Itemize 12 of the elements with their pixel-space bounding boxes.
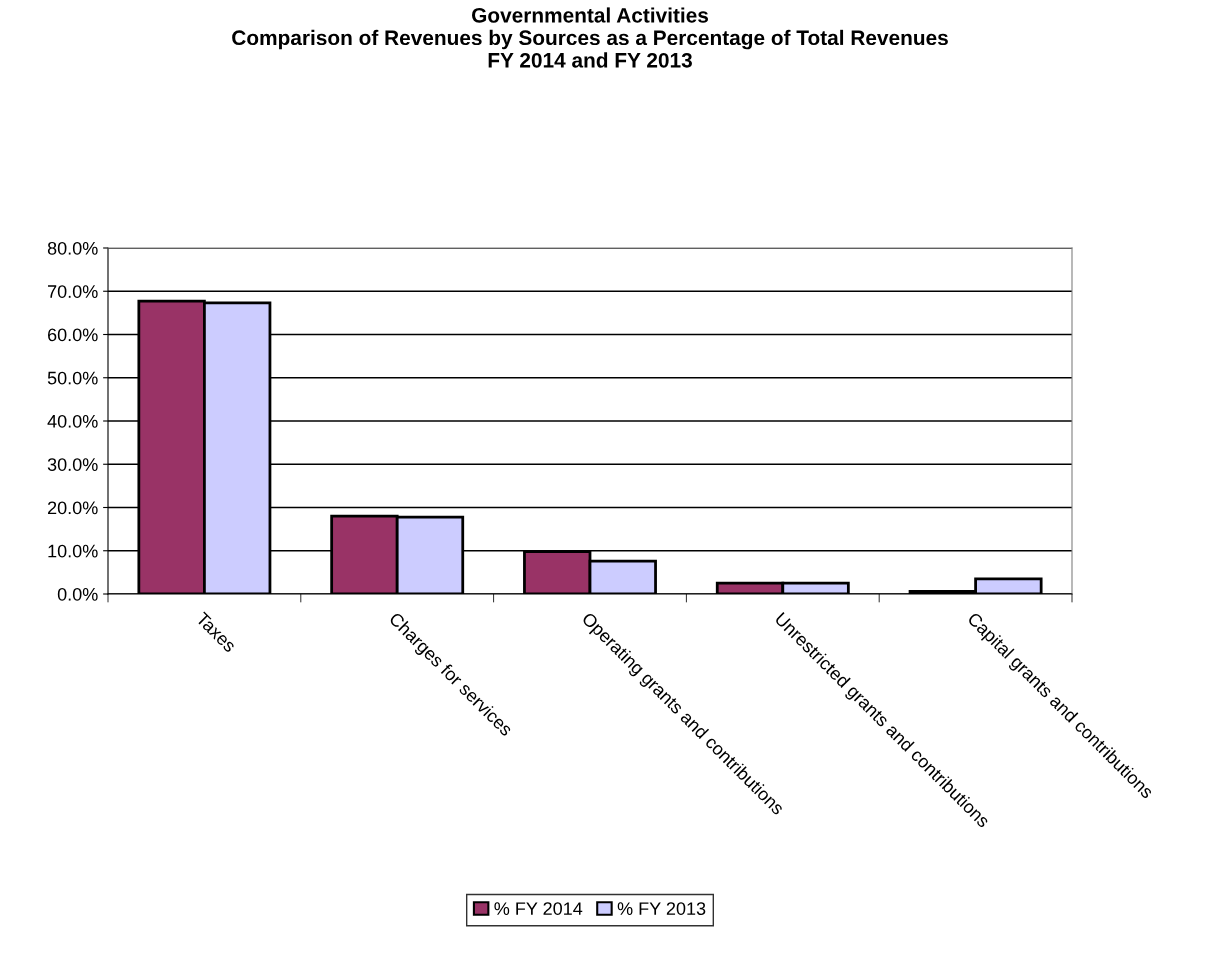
y-tick-label: 30.0%: [47, 458, 98, 471]
legend-label: % FY 2014: [494, 902, 583, 915]
y-tick-label: 0.0%: [57, 587, 98, 601]
y-tick-label: 20.0%: [47, 501, 98, 515]
y-tick-label: 40.0%: [47, 414, 98, 428]
y-tick-label: 80.0%: [47, 241, 98, 255]
y-tick-label: 50.0%: [47, 371, 98, 385]
y-tick-label: 10.0%: [48, 544, 98, 558]
y-tick-label: 70.0%: [48, 285, 98, 298]
legend-label: % FY 2013: [617, 902, 706, 915]
chart-title: Governmental Activities Comparison of Revenues by Sources as a Percentage of Total Revenues FY 2014 and FY 2013: [232, 7, 948, 68]
y-tick-label: 60.0%: [48, 328, 98, 342]
